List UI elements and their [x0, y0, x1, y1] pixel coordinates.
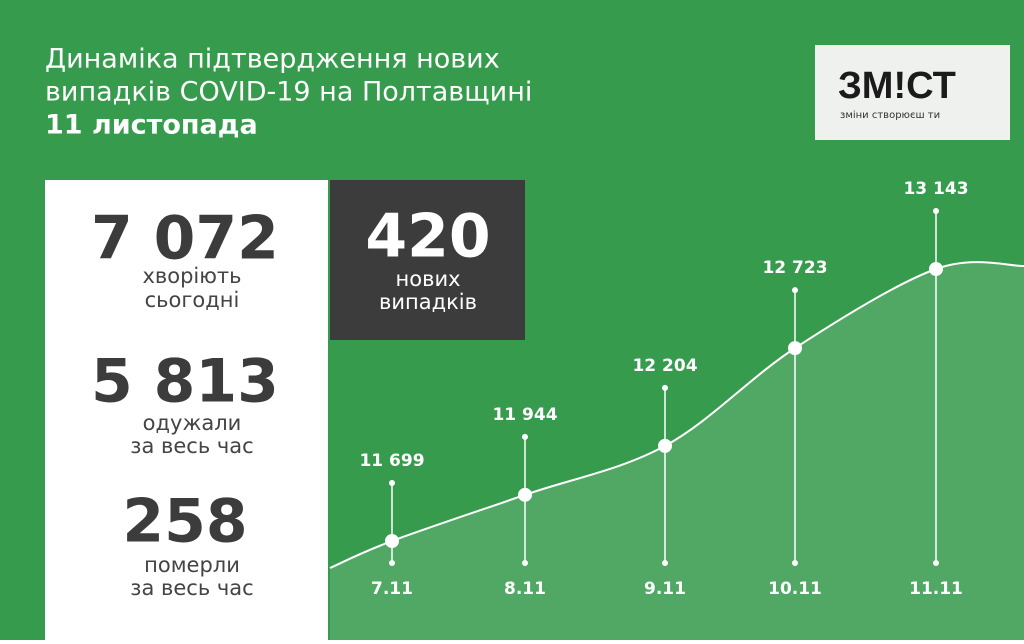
new-cases-number: 420: [365, 202, 490, 272]
stat-label: одужали: [143, 411, 242, 435]
stem-end: [522, 433, 528, 440]
value-label: 11 699: [359, 451, 424, 471]
title-line: випадків COVID-19 на Полтавщині: [45, 77, 532, 108]
stat-number: 5 813: [91, 347, 279, 417]
point: [929, 262, 943, 276]
value-label: 11 944: [492, 405, 557, 425]
point: [658, 438, 672, 453]
stem-end: [792, 287, 798, 294]
title-line: Динаміка підтвердження нових: [45, 44, 500, 75]
stem-end: [662, 560, 668, 566]
x-tick-label: 11.11: [909, 579, 963, 599]
stat-label: за весь час: [130, 576, 253, 600]
new-cases-box: [330, 180, 525, 340]
value-label: 12 204: [632, 356, 697, 376]
logo-box: [815, 45, 1010, 140]
stat-label: за весь час: [130, 434, 253, 458]
area-fill: [330, 262, 1024, 640]
new-cases-label: випадків: [379, 290, 477, 314]
stem-end: [389, 560, 395, 566]
stats-panel: [45, 180, 328, 640]
line-lead: [935, 261, 1024, 270]
point: [518, 487, 532, 502]
x-tick-label: 10.11: [768, 579, 822, 599]
stem-end: [933, 560, 939, 566]
stem-end: [933, 208, 939, 214]
x-tick-label: 7.11: [371, 579, 413, 599]
logo-name: ЗМ!СТ: [838, 65, 956, 107]
stem-end: [792, 560, 798, 566]
stem-end: [389, 480, 395, 486]
stat-label: хворіють: [142, 264, 241, 288]
x-tick-label: 8.11: [504, 579, 546, 599]
stat-number: 7 072: [91, 204, 279, 274]
line-lead: [329, 540, 393, 569]
date: 11 листопада: [45, 110, 258, 141]
logo-tagline: зміни створюєш ти: [840, 109, 940, 121]
point: [385, 534, 399, 548]
x-tick-label: 9.11: [644, 579, 686, 599]
value-label: 12 723: [762, 258, 827, 278]
value-label: 13 143: [903, 179, 968, 199]
point: [788, 341, 802, 356]
stat-number: 258: [122, 487, 247, 557]
stem-end: [662, 384, 668, 391]
new-cases-label: нових: [395, 267, 460, 291]
stem-end: [522, 560, 528, 566]
stat-label: померли: [144, 553, 240, 577]
stat-label: сьогодні: [145, 288, 240, 312]
